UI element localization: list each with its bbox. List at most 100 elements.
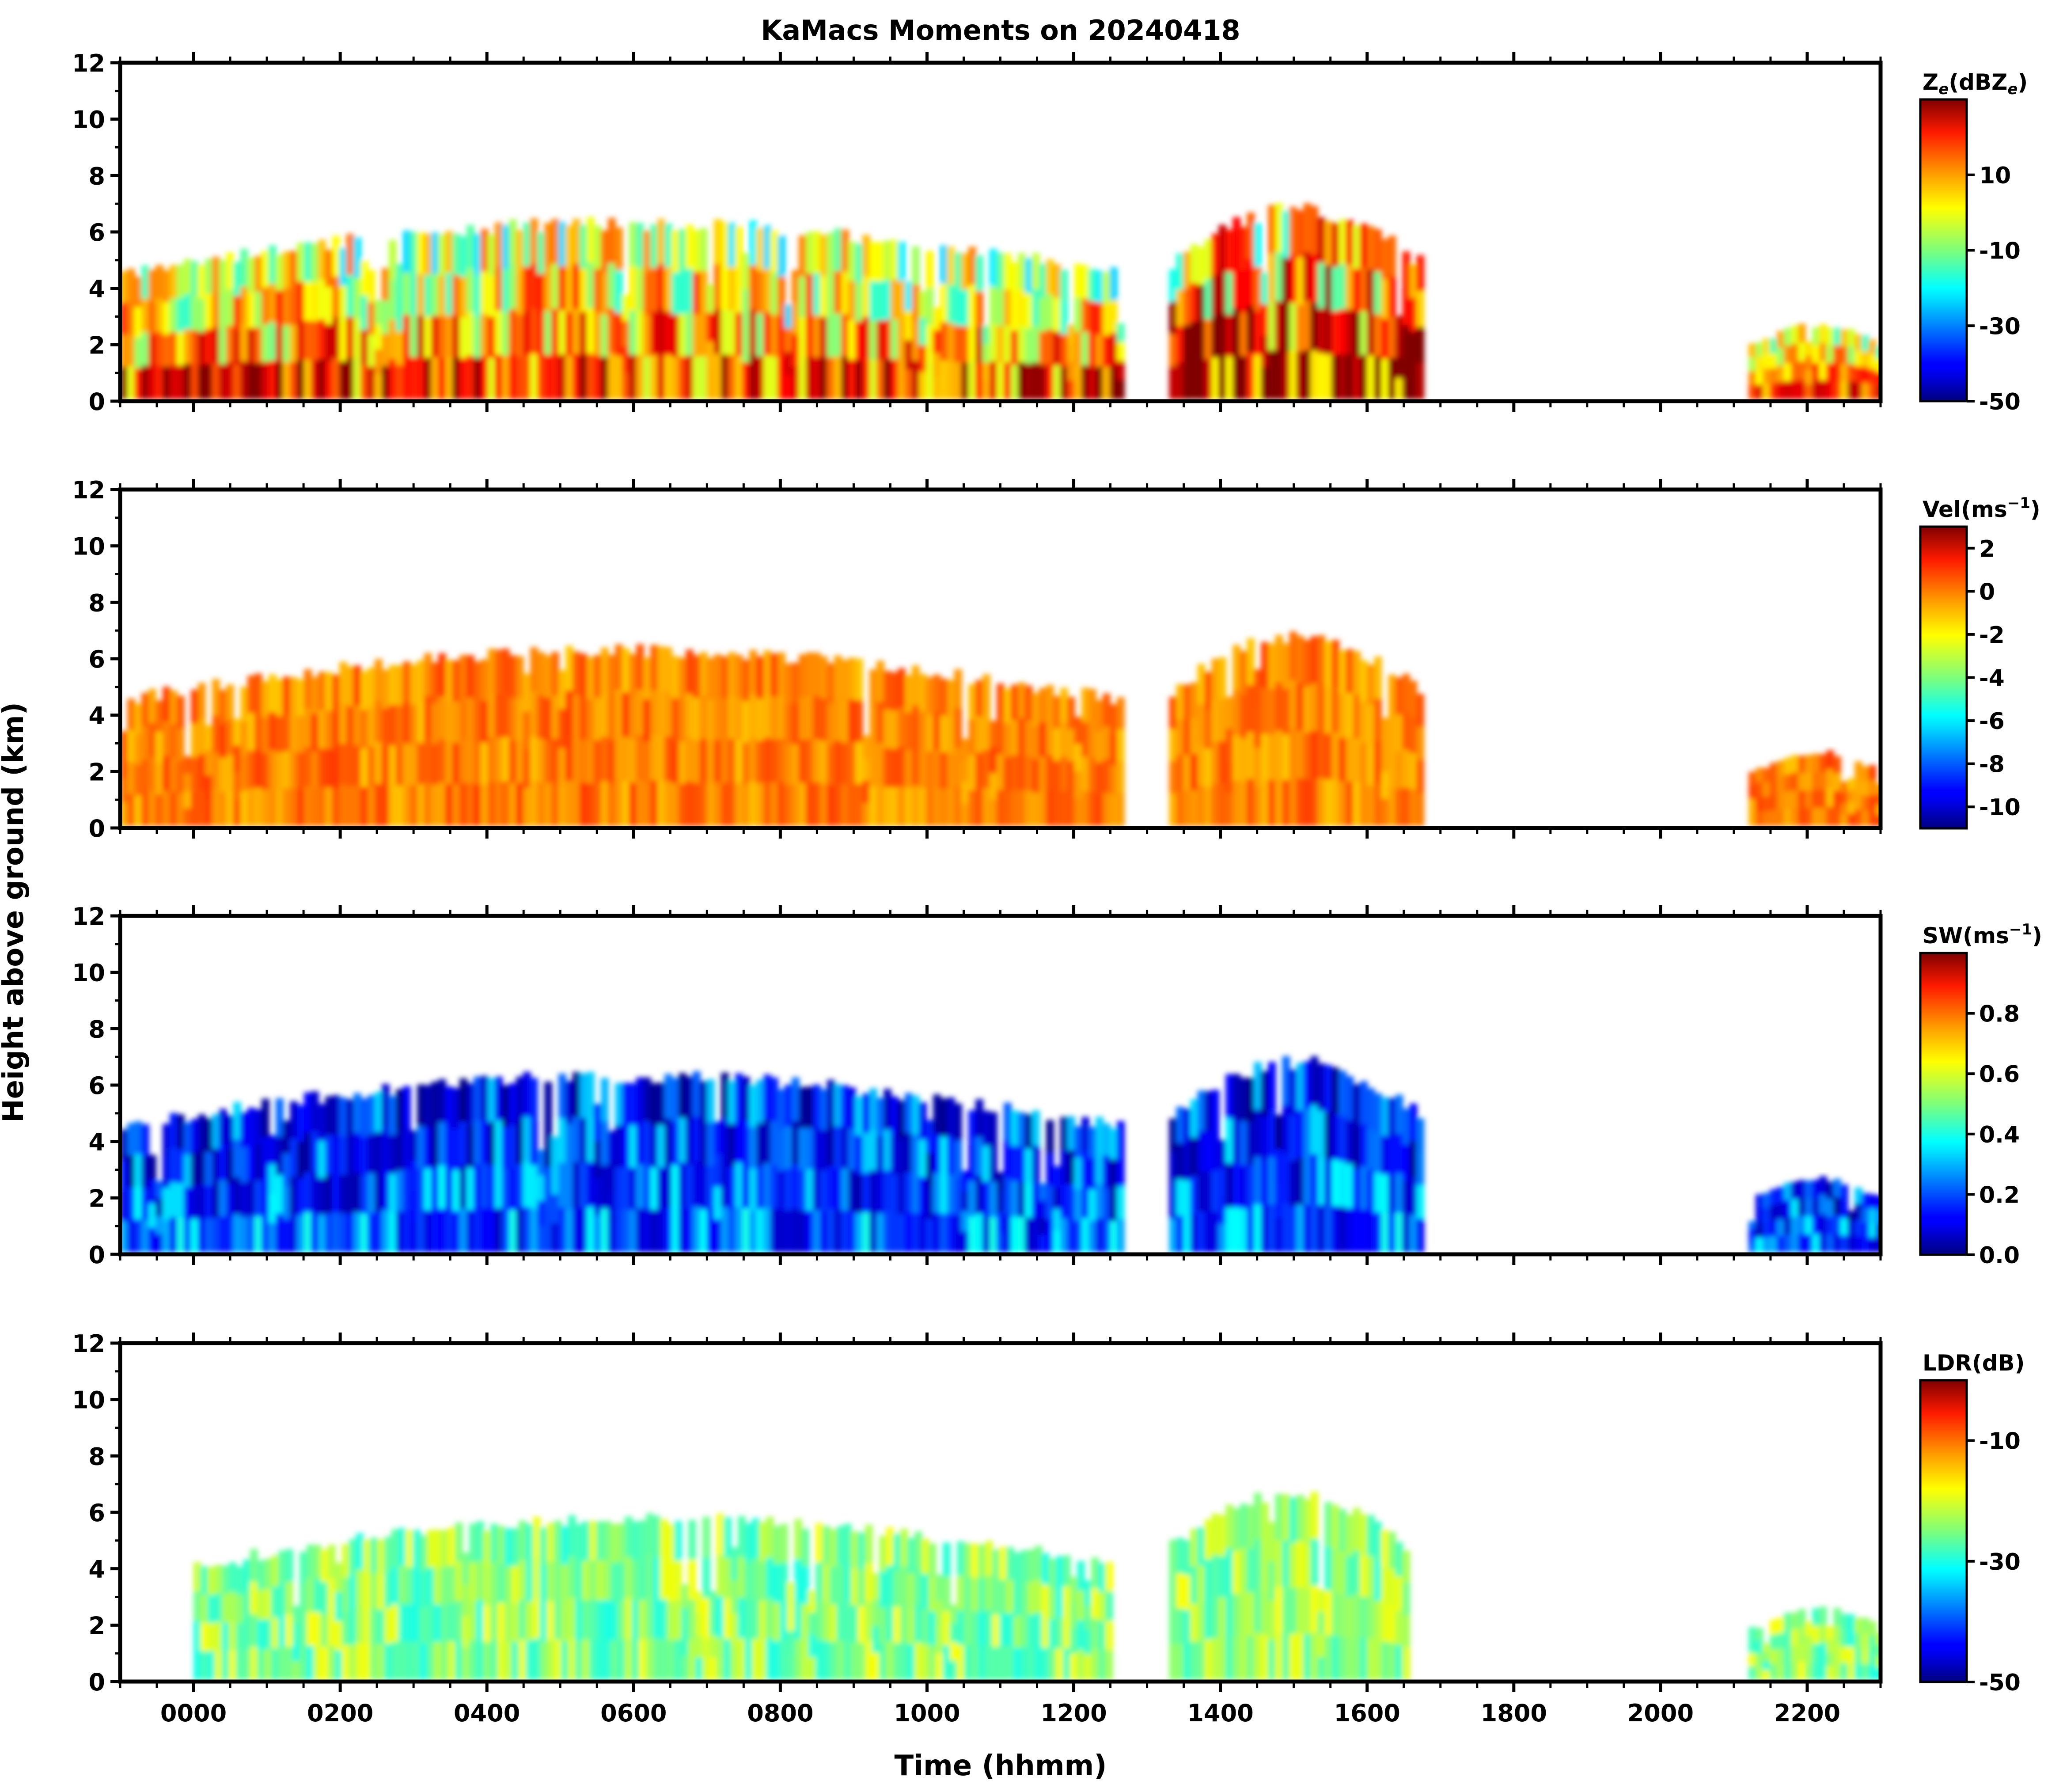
echo-cell — [1317, 1656, 1326, 1680]
echo-cell — [1331, 1113, 1340, 1160]
echo-cell — [629, 1125, 637, 1168]
echo-cell — [198, 790, 206, 826]
echo-cell — [568, 1556, 576, 1598]
echo-cell — [1282, 643, 1290, 690]
echo-cell — [1204, 710, 1213, 749]
echo-cell — [262, 1098, 269, 1138]
echo-cell — [420, 1535, 428, 1572]
echo-cell — [1060, 1150, 1068, 1185]
echo-cell — [728, 355, 736, 399]
echo-cell — [947, 285, 955, 323]
echo-cell — [356, 1643, 364, 1680]
echo-cell — [1324, 779, 1333, 826]
echo-cell — [806, 232, 814, 274]
colorbar-tick-label: -6 — [1979, 708, 2005, 735]
echo-cell — [438, 653, 446, 697]
echo-cell — [1190, 682, 1198, 719]
echo-cell — [1784, 1182, 1792, 1201]
echo-cell — [240, 324, 248, 362]
echo-cell — [509, 309, 517, 355]
echo-cell — [834, 1210, 842, 1253]
echo-cell — [1289, 1115, 1297, 1162]
echo-cell — [1303, 1061, 1312, 1109]
echo-cell — [728, 652, 736, 696]
echo-cell — [792, 270, 800, 303]
echo-cell — [709, 1635, 717, 1658]
echo-cell — [466, 312, 474, 356]
echo-cell — [1261, 272, 1269, 305]
echo-cell — [565, 736, 573, 781]
echo-cell — [127, 334, 135, 367]
echo-cell — [1395, 789, 1403, 826]
echo-cell — [488, 1208, 496, 1253]
echo-cell — [1784, 1217, 1792, 1235]
echo-cell — [632, 1600, 640, 1640]
echo-cell — [886, 1565, 894, 1604]
echo-cell — [664, 311, 672, 356]
echo-cell — [1833, 363, 1842, 382]
echo-cell — [1081, 332, 1089, 366]
echo-cell — [1218, 783, 1227, 826]
echo-cell — [848, 783, 856, 826]
echo-cell — [1862, 1223, 1870, 1238]
echo-cell — [1268, 780, 1276, 826]
echo-cell — [990, 799, 997, 826]
echo-cell — [1204, 239, 1213, 280]
echo-cell — [1748, 1229, 1757, 1237]
echo-cell — [905, 1093, 913, 1133]
echo-cell — [686, 649, 694, 694]
echo-cell — [1190, 718, 1198, 755]
echo-cell — [1006, 1547, 1014, 1581]
echo-cell — [403, 784, 411, 826]
echo-cell — [905, 713, 913, 751]
echo-cell — [1395, 1645, 1403, 1680]
echo-cell — [155, 794, 163, 826]
echo-cell — [1046, 259, 1054, 295]
echo-cell — [321, 1647, 329, 1680]
echo-cell — [884, 710, 891, 749]
echo-cell — [714, 264, 722, 310]
echo-cell — [940, 284, 948, 323]
echo-cell — [1324, 354, 1333, 399]
echo-cell — [999, 1546, 1007, 1580]
echo-cell — [184, 1187, 192, 1220]
echo-cell — [756, 699, 764, 742]
echo-cell — [1388, 712, 1396, 751]
echo-cell — [573, 1207, 580, 1253]
echo-cell — [1060, 756, 1068, 792]
colorbar-tick-label: 2 — [1979, 536, 1995, 562]
echo-cell — [848, 699, 856, 742]
echo-cell — [1791, 1199, 1799, 1218]
echo-cell — [926, 251, 934, 289]
echo-cell — [254, 673, 262, 712]
echo-cell — [1110, 300, 1118, 334]
echo-cell — [226, 684, 234, 721]
echo-cell — [728, 739, 736, 783]
echo-cell — [1018, 1147, 1026, 1183]
echo-cell — [1268, 302, 1276, 351]
echo-cell — [474, 661, 482, 703]
echo-cell — [212, 1183, 220, 1218]
echo-cell — [664, 736, 672, 782]
echo-cell — [1067, 343, 1075, 362]
echo-cell — [940, 361, 948, 399]
figure-title: KaMacs Moments on 20240418 — [761, 14, 1240, 46]
echo-cell — [1176, 684, 1184, 720]
echo-cell — [827, 1080, 835, 1124]
echo-cell — [898, 359, 906, 399]
echo-cell — [1197, 664, 1206, 705]
echo-cell — [193, 1650, 201, 1680]
echo-cell — [806, 315, 814, 358]
echo-cell — [957, 1610, 965, 1645]
echo-cell — [1748, 1640, 1757, 1654]
echo-cell — [1032, 759, 1040, 793]
echo-cell — [1225, 696, 1234, 729]
echo-cell — [523, 355, 531, 399]
x-tick-label: 0200 — [307, 1699, 373, 1727]
echo-cell — [389, 1135, 397, 1174]
echo-cell — [554, 1560, 562, 1601]
echo-cell — [502, 649, 510, 694]
echo-cell — [657, 736, 665, 782]
echo-cell — [1869, 1650, 1877, 1665]
echo-cell — [1011, 755, 1019, 791]
